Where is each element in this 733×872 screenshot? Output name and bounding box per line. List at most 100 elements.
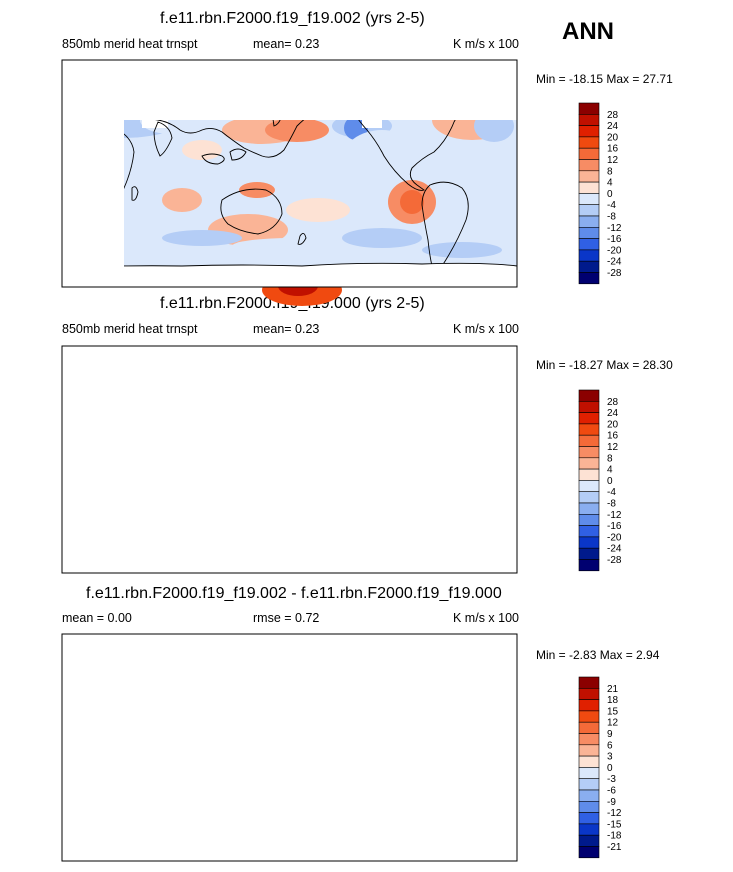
contour-region — [122, 698, 242, 730]
panel-1-left-label: 850mb merid heat trnspt — [62, 37, 198, 51]
colorbar-tick-label: 0 — [607, 476, 613, 487]
colorbar-tick-label: 0 — [607, 763, 613, 774]
colorbar-swatch — [578, 272, 600, 285]
contour-region — [140, 392, 200, 420]
contour-region — [162, 516, 242, 532]
colorbar-swatch — [578, 513, 600, 526]
colorbar-swatch — [578, 834, 600, 847]
panel-2-mean: mean= 0.23 — [253, 322, 320, 336]
contour-region — [278, 562, 318, 582]
colorbar-tick-label: -9 — [607, 797, 616, 808]
contour-region — [62, 388, 182, 424]
contour-region — [222, 402, 302, 430]
colorbar-tick-label: -4 — [607, 200, 616, 211]
colorbar-swatch — [578, 812, 600, 825]
contour-region — [242, 814, 342, 834]
contour-region — [192, 744, 332, 784]
contour-region — [232, 65, 412, 83]
missing-data-region — [362, 396, 382, 414]
contour-region — [266, 432, 326, 468]
missing-data-region — [454, 642, 488, 666]
contour-region — [96, 476, 124, 496]
contour-region — [86, 144, 110, 160]
contour-region — [72, 734, 172, 774]
contour-region — [432, 386, 512, 426]
contour-region — [42, 658, 202, 690]
colorbar-swatch — [578, 260, 600, 273]
colorbar-swatch — [578, 767, 600, 780]
colorbar-swatch — [578, 687, 600, 700]
colorbar-tick-label: 0 — [607, 189, 613, 200]
contour-region — [262, 560, 342, 592]
contour-region — [342, 416, 422, 476]
colorbar-tick-label: 4 — [607, 178, 613, 189]
colorbar-swatch — [578, 755, 600, 768]
colorbar-swatch — [578, 733, 600, 746]
contour-region — [266, 146, 326, 182]
colorbar-swatch — [578, 215, 600, 228]
contour-region — [474, 396, 514, 428]
panel-2-minmax: Min = -18.27 Max = 28.30 — [536, 358, 673, 372]
colorbar-tick-label: 12 — [607, 442, 619, 453]
colorbar-tick-label: 8 — [607, 166, 613, 177]
contour-region — [78, 136, 122, 168]
colorbar-swatch — [578, 389, 600, 402]
colorbar-swatch — [578, 480, 600, 492]
contour-region — [382, 734, 502, 774]
colorbar-swatch — [578, 778, 600, 791]
colorbar-tick-label: 12 — [607, 155, 619, 166]
contour-region — [422, 528, 502, 544]
contour-region — [474, 120, 514, 142]
map-frame — [61, 59, 518, 288]
colorbar-swatch — [578, 710, 600, 723]
contour-region — [342, 130, 422, 190]
panel-1-minmax: Min = -18.15 Max = 27.71 — [536, 72, 673, 86]
colorbar-tick-label: 16 — [607, 431, 619, 442]
colorbar-swatch — [578, 136, 600, 149]
colorbar-tick-label: 24 — [607, 121, 619, 132]
colorbar-swatch — [578, 676, 600, 689]
contour-region — [239, 468, 275, 484]
contour-region — [312, 704, 412, 744]
colorbar-swatch — [578, 789, 600, 802]
colorbar-tick-label: -4 — [607, 487, 616, 498]
coastlines — [62, 354, 517, 574]
colorbar-swatch — [578, 193, 600, 205]
panel-3-title: f.e11.rbn.F2000.f19_f19.002 - f.e11.rbn.… — [86, 585, 502, 602]
colorbar-swatch — [578, 502, 600, 515]
coastlines — [62, 642, 517, 862]
colorbar-tick-label: -16 — [607, 521, 622, 532]
contour-region — [112, 70, 252, 90]
panel-3-mean: mean = 0.00 — [62, 611, 132, 625]
colorbar-swatch — [578, 800, 600, 813]
contour-region — [162, 230, 242, 246]
contour-region — [232, 238, 352, 254]
colorbar-swatch — [578, 238, 600, 251]
map-background — [62, 634, 517, 861]
colorbar-swatch — [578, 249, 600, 262]
missing-data-region — [362, 120, 382, 128]
contour-region — [52, 814, 132, 834]
colorbar-tick-label: -12 — [607, 808, 622, 819]
contour-region — [22, 78, 142, 102]
map-background — [62, 346, 517, 573]
colorbar-tick-label: -12 — [607, 223, 622, 234]
colorbar-swatch — [578, 699, 600, 712]
contour-region — [265, 120, 329, 142]
colorbar-tick-label: 20 — [607, 419, 619, 430]
panel-3-units: K m/s x 100 — [453, 611, 519, 625]
map-panel-3 — [42, 633, 518, 862]
contour-region — [342, 514, 422, 534]
colorbar-swatch — [578, 525, 600, 538]
contour-region — [342, 670, 502, 698]
colorbar-tick-label: -24 — [607, 544, 622, 555]
colorbar-swatch — [578, 846, 600, 859]
colorbar-swatch — [578, 491, 600, 504]
colorbar-tick-label: 4 — [607, 465, 613, 476]
contour-region — [232, 351, 412, 369]
contour-region — [69, 196, 79, 216]
contour-region — [488, 554, 516, 566]
colorbar-tick-label: -28 — [607, 268, 622, 279]
contour-region — [112, 356, 252, 376]
